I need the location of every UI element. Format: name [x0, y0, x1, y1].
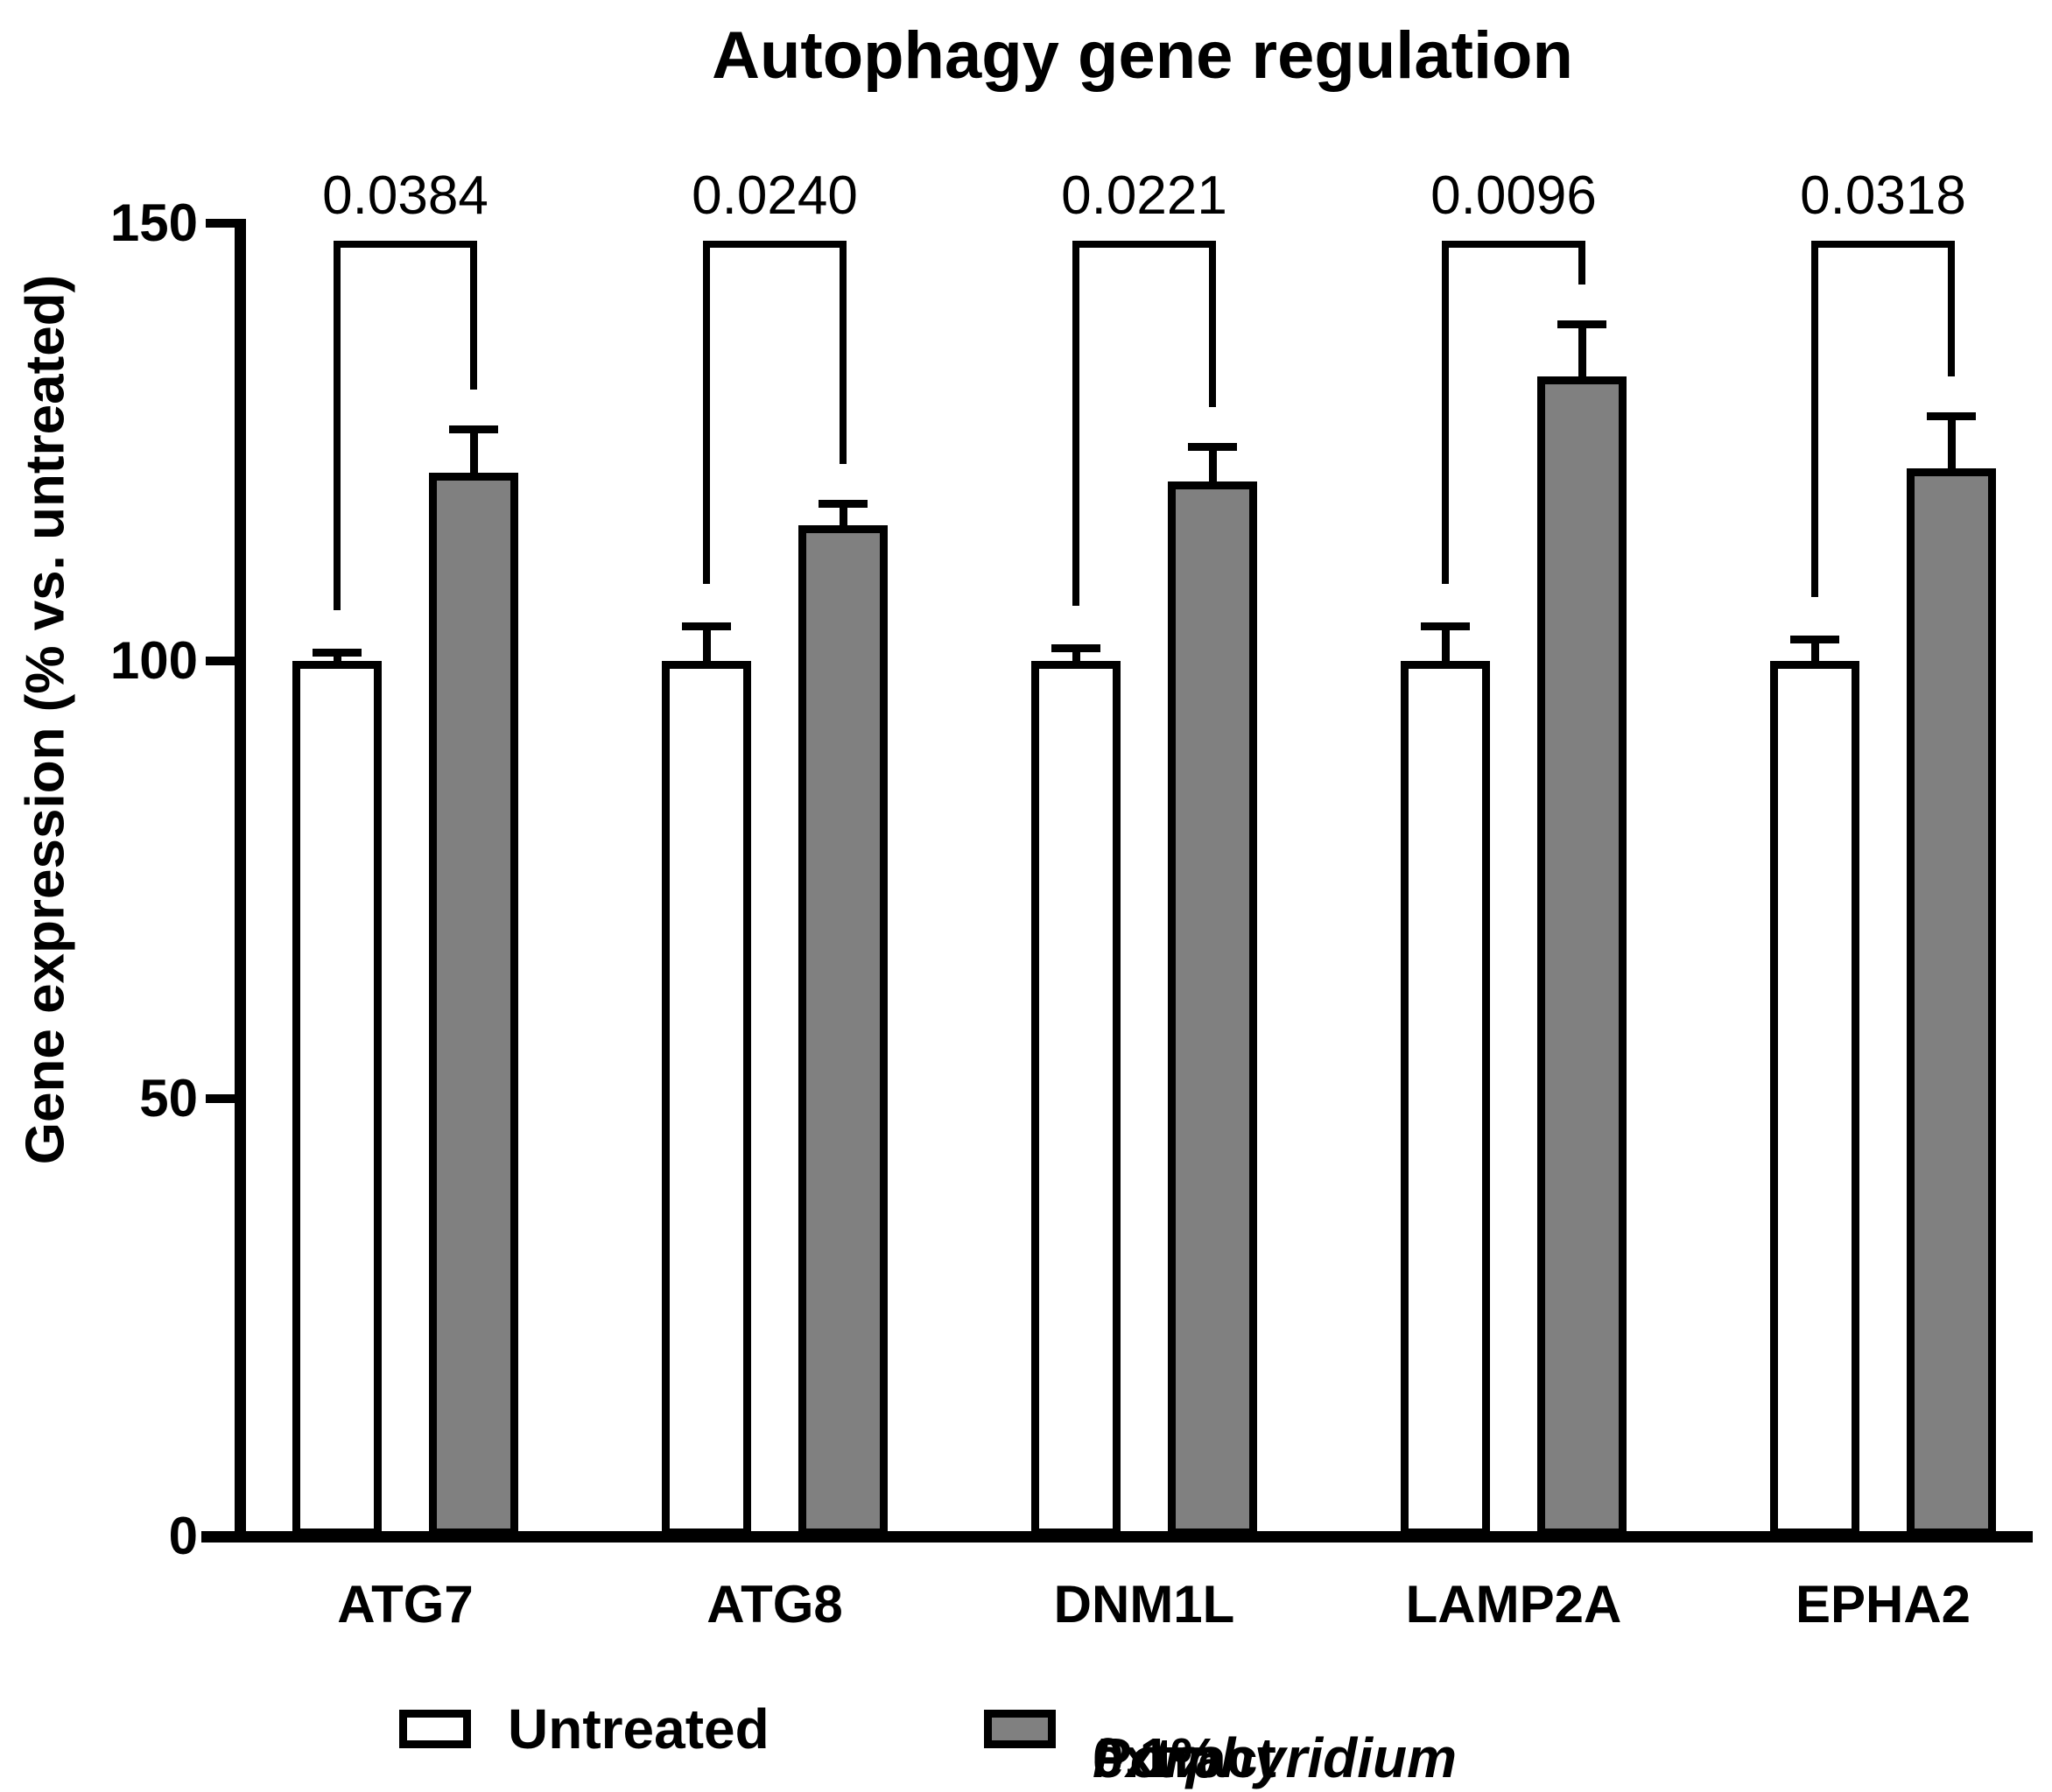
y-tick-50	[206, 1094, 235, 1103]
bar-extract-LAMP2A	[1537, 376, 1627, 1536]
x-tick-label-ATG7: ATG7	[337, 1575, 474, 1634]
significance-bracket-left-DNM1L	[1072, 241, 1079, 606]
significance-bracket-left-ATG8	[703, 241, 710, 584]
p-value-EPHA2: 0.0318	[1800, 165, 1966, 226]
x-tick-label-DNM1L: DNM1L	[1053, 1575, 1235, 1634]
error-bar-stem-untreated-DNM1L	[1072, 648, 1080, 666]
legend-label-untreated: Untreated	[508, 1697, 770, 1760]
error-bar-stem-untreated-ATG8	[703, 626, 711, 666]
y-tick-label-150: 150	[109, 193, 198, 252]
error-bar-stem-extract-EPHA2	[1948, 416, 1956, 474]
error-bar-stem-untreated-LAMP2A	[1442, 626, 1450, 666]
significance-bracket-right-DNM1L	[1209, 241, 1216, 407]
significance-bracket-right-ATG7	[470, 241, 477, 390]
significance-bracket-right-ATG8	[840, 241, 847, 464]
error-bar-stem-untreated-EPHA2	[1811, 639, 1819, 666]
significance-bracket-top-LAMP2A	[1442, 241, 1585, 248]
error-bar-stem-extract-LAMP2A	[1578, 324, 1586, 382]
p-value-DNM1L: 0.0221	[1061, 165, 1227, 226]
error-bar-cap-untreated-EPHA2	[1790, 636, 1839, 643]
significance-bracket-right-EPHA2	[1948, 241, 1955, 376]
legend-swatch-extract	[984, 1710, 1056, 1748]
bar-untreated-ATG8	[662, 661, 751, 1536]
error-bar-cap-extract-ATG8	[819, 500, 868, 508]
error-bar-stem-extract-DNM1L	[1209, 446, 1217, 487]
bar-extract-DNM1L	[1168, 481, 1257, 1536]
significance-bracket-left-LAMP2A	[1442, 241, 1449, 584]
bar-untreated-DNM1L	[1031, 661, 1121, 1536]
error-bar-cap-extract-LAMP2A	[1557, 320, 1606, 328]
error-bar-cap-untreated-ATG8	[682, 622, 731, 630]
y-tick-label-100: 100	[109, 631, 198, 690]
significance-bracket-top-EPHA2	[1811, 241, 1955, 248]
bar-untreated-ATG7	[292, 661, 382, 1536]
error-bar-cap-extract-EPHA2	[1927, 412, 1976, 420]
error-bar-cap-untreated-DNM1L	[1051, 644, 1100, 652]
y-tick-label-50: 50	[139, 1069, 198, 1128]
x-tick-label-ATG8: ATG8	[706, 1575, 843, 1634]
error-bar-cap-untreated-LAMP2A	[1421, 622, 1470, 630]
x-tick-label-EPHA2: EPHA2	[1795, 1575, 1971, 1634]
legend-label-extract-prefix: 0.1%	[1093, 1726, 1220, 1789]
error-bar-cap-extract-ATG7	[449, 425, 498, 433]
significance-bracket-top-ATG7	[334, 241, 477, 248]
legend-label-extract-species: Porphyridium	[1093, 1726, 1458, 1789]
x-axis-line	[201, 1531, 2033, 1543]
p-value-ATG7: 0.0384	[322, 165, 488, 226]
y-axis-title: Gene expression (% vs. untreated)	[15, 274, 76, 1165]
y-tick-100	[206, 657, 235, 665]
error-bar-cap-untreated-ATG7	[313, 649, 362, 657]
significance-bracket-top-DNM1L	[1072, 241, 1216, 248]
error-bar-stem-untreated-ATG7	[334, 652, 341, 666]
significance-bracket-left-ATG7	[334, 241, 341, 610]
error-bar-cap-extract-DNM1L	[1188, 443, 1237, 451]
error-bar-stem-extract-ATG8	[840, 503, 847, 531]
error-bar-stem-extract-ATG7	[470, 429, 478, 478]
legend-item-extract: 0.1% Porphyridium extract	[984, 1700, 1457, 1787]
y-tick-150	[206, 219, 235, 228]
x-tick-label-LAMP2A: LAMP2A	[1405, 1575, 1622, 1634]
bar-extract-ATG8	[798, 525, 888, 1536]
bar-extract-EPHA2	[1907, 468, 1996, 1536]
p-value-ATG8: 0.0240	[692, 165, 858, 226]
significance-bracket-right-LAMP2A	[1578, 241, 1585, 285]
chart-title: Autophagy gene regulation	[712, 18, 1573, 93]
bar-untreated-LAMP2A	[1401, 661, 1490, 1536]
legend-item-untreated: Untreated	[399, 1700, 770, 1758]
bar-extract-ATG7	[429, 473, 518, 1536]
significance-bracket-left-EPHA2	[1811, 241, 1818, 597]
bar-untreated-EPHA2	[1770, 661, 1859, 1536]
p-value-LAMP2A: 0.0096	[1430, 165, 1597, 226]
legend-swatch-untreated	[399, 1710, 471, 1748]
legend-label-extract-suffix: extract	[1093, 1726, 1276, 1789]
significance-bracket-top-ATG8	[703, 241, 847, 248]
y-tick-label-0: 0	[168, 1507, 198, 1565]
y-axis-line	[235, 219, 246, 1543]
